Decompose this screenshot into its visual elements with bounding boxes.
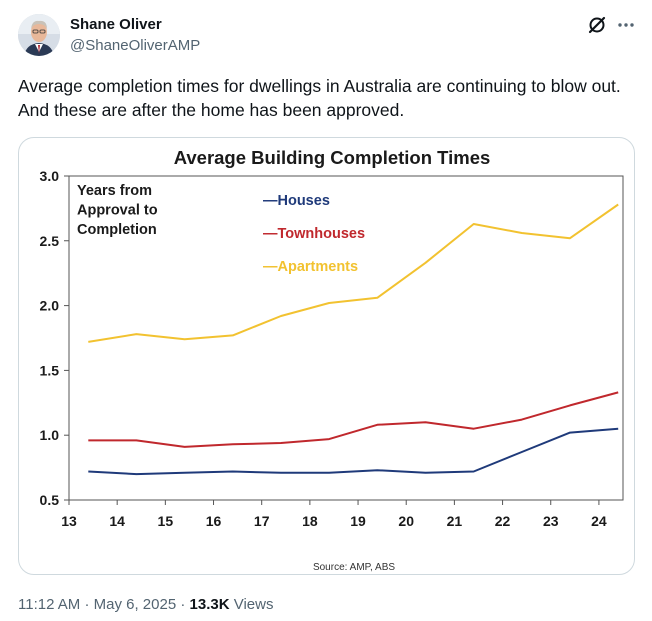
- legend-entry: —Houses: [263, 193, 330, 209]
- avatar[interactable]: [18, 14, 60, 56]
- x-tick-label: 17: [254, 513, 270, 529]
- chart-image[interactable]: Average Building Completion Times 0.5 1.0…: [18, 137, 635, 575]
- tweet-text: Average completion times for dwellings i…: [18, 76, 621, 120]
- chart-annotation-line: Years from: [77, 183, 152, 199]
- x-tick-label: 20: [398, 513, 414, 529]
- plot-area: [68, 175, 624, 501]
- author-name[interactable]: Shane Oliver: [70, 16, 162, 33]
- x-tick-label: 24: [591, 513, 607, 529]
- views-label: Views: [233, 596, 274, 613]
- separator: ·: [180, 596, 186, 613]
- x-tick-label: 14: [109, 513, 125, 529]
- x-tick-label: 18: [302, 513, 318, 529]
- x-tick-label: 23: [543, 513, 559, 529]
- y-tick-label: 3.0: [40, 168, 60, 184]
- views-count: 13.3K: [189, 596, 230, 613]
- y-tick-label: 2.5: [40, 233, 60, 249]
- tweet-time[interactable]: 11:12 AM: [18, 596, 81, 613]
- y-tick-label: 1.5: [40, 362, 60, 378]
- tweet-meta: 11:12 AM · May 6, 2025 · 13.3K Views: [18, 596, 273, 613]
- series-line: [88, 203, 619, 343]
- x-tick-label: 22: [495, 513, 511, 529]
- more-icon[interactable]: [615, 14, 637, 36]
- tweet-header: Shane Oliver @ShaneOliverAMP: [18, 14, 638, 58]
- y-tick-label: 2.0: [40, 298, 60, 314]
- x-tick-label: 16: [206, 513, 222, 529]
- separator: ·: [84, 596, 90, 613]
- x-tick-label: 19: [350, 513, 366, 529]
- y-tick-label: 1.0: [40, 427, 60, 443]
- chart-annotation-line: Completion: [77, 222, 157, 238]
- grok-icon[interactable]: [586, 14, 608, 36]
- tweet-date[interactable]: May 6, 2025: [93, 596, 177, 613]
- x-tick-label: 13: [61, 513, 77, 529]
- chart-title: Average Building Completion Times: [174, 147, 491, 168]
- line-chart: Average Building Completion Times 0.5 1.0…: [40, 147, 624, 573]
- legend-entry: —Townhouses: [263, 226, 365, 242]
- chart-source: Source: AMP, ABS: [313, 562, 395, 573]
- x-tick-label: 15: [158, 513, 174, 529]
- series-line: [88, 391, 619, 448]
- author-handle[interactable]: @ShaneOliverAMP: [70, 37, 201, 54]
- chart-annotation-line: Approval to: [77, 203, 158, 219]
- x-tick-label: 21: [447, 513, 463, 529]
- y-tick-label: 0.5: [40, 492, 60, 508]
- series-line: [88, 427, 619, 476]
- legend-entry: —Apartments: [263, 259, 358, 275]
